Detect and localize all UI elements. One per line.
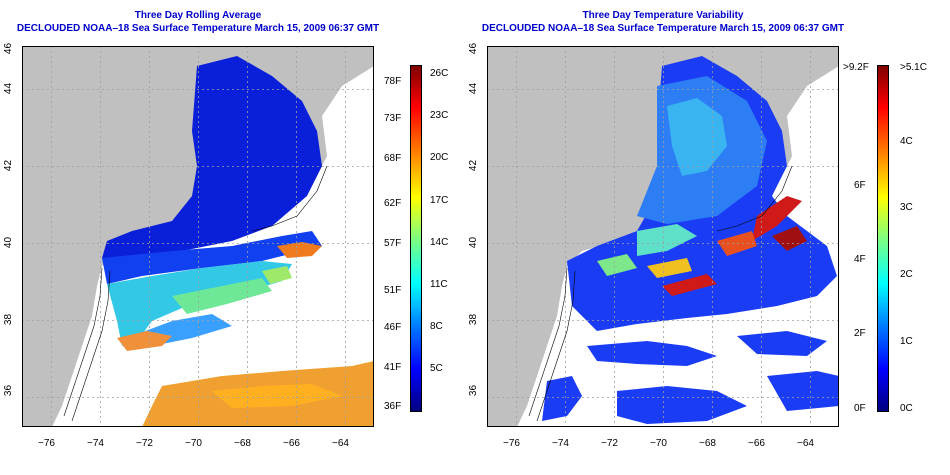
right-colorbar-c-label: 4C <box>900 136 913 147</box>
left-colorbar-c-label: 14C <box>430 237 449 248</box>
left-sst-map <box>22 46 374 427</box>
left-colorbar-f-label: 62F <box>384 198 402 209</box>
left-map-title: Three Day Rolling Average <box>134 10 262 21</box>
right-colorbar-f-label: 2F <box>854 328 866 339</box>
left-colorbar-f-label: 51F <box>384 285 402 296</box>
left-cold-water <box>102 56 322 261</box>
right-x-tick: −76 <box>503 438 520 449</box>
left-colorbar-f-label: 41F <box>384 362 402 373</box>
left-colorbar-c-label: 20C <box>430 152 449 163</box>
right-colorbar-f-label: 6F <box>854 180 866 191</box>
right-y-tick: 36 <box>468 384 480 397</box>
left-colorbar <box>410 65 422 412</box>
right-lat-lon-grid <box>487 46 839 427</box>
right-x-tick: −72 <box>601 438 618 449</box>
left-y-tick: 36 <box>3 384 15 397</box>
left-colorbar-f-label: 78F <box>384 76 402 87</box>
left-x-tick: −70 <box>185 438 202 449</box>
left-colorbar-c-label: 17C <box>430 195 449 206</box>
left-colorbar-f-label: 73F <box>384 113 402 124</box>
right-y-tick: 38 <box>468 313 480 326</box>
left-lat-lon-grid <box>22 46 374 427</box>
left-x-tick: −66 <box>283 438 300 449</box>
left-map-subtitle: DECLOUDED NOAA–18 Sea Surface Temperatur… <box>16 23 380 34</box>
left-colorbar-c-label: 26C <box>430 68 449 79</box>
right-bathymetry-contours <box>528 165 793 422</box>
right-variability-map <box>487 46 839 427</box>
left-x-tick: −74 <box>87 438 104 449</box>
right-y-tick: 44 <box>468 82 480 95</box>
right-colorbar-c-label: 3C <box>900 202 913 213</box>
right-y-tick: 40 <box>468 236 480 249</box>
left-x-tick: −68 <box>234 438 251 449</box>
right-y-tick: 42 <box>468 159 480 172</box>
right-colorbar <box>877 65 889 412</box>
left-colorbar-f-label: 36F <box>384 401 402 412</box>
left-y-tick: 46 <box>3 42 15 55</box>
left-y-tick: 40 <box>3 236 15 249</box>
left-colorbar-c-label: 8C <box>430 321 443 332</box>
right-colorbar-f-label: 0F <box>854 403 866 414</box>
right-colorbar-f-label: >9.2F <box>843 62 869 73</box>
right-map-subtitle: DECLOUDED NOAA–18 Sea Surface Temperatur… <box>481 23 845 34</box>
left-y-tick: 38 <box>3 313 15 326</box>
left-colorbar-c-label: 5C <box>430 363 443 374</box>
right-colorbar-c-label: 1C <box>900 336 913 347</box>
left-x-tick: −72 <box>136 438 153 449</box>
left-colorbar-f-label: 68F <box>384 153 402 164</box>
right-colorbar-c-label: >5.1C <box>900 62 927 73</box>
left-colorbar-f-label: 57F <box>384 238 402 249</box>
left-bathymetry-contours <box>63 165 328 422</box>
right-map-title: Three Day Temperature Variability <box>582 10 744 21</box>
right-colorbar-c-label: 2C <box>900 269 913 280</box>
left-colorbar-c-label: 23C <box>430 110 449 121</box>
left-x-tick: −76 <box>38 438 55 449</box>
right-x-tick: −64 <box>797 438 814 449</box>
left-y-tick: 42 <box>3 159 15 172</box>
right-y-tick: 46 <box>468 42 480 55</box>
right-x-tick: −74 <box>552 438 569 449</box>
right-colorbar-c-label: 0C <box>900 403 913 414</box>
left-colorbar-f-label: 46F <box>384 322 402 333</box>
right-colorbar-f-label: 4F <box>854 254 866 265</box>
left-x-tick: −64 <box>332 438 349 449</box>
left-y-tick: 44 <box>3 82 15 95</box>
left-colorbar-c-label: 11C <box>430 279 448 290</box>
right-high-variability-streaks <box>647 196 807 296</box>
left-gulf-stream <box>117 331 172 351</box>
right-x-tick: −68 <box>699 438 716 449</box>
right-x-tick: −66 <box>748 438 765 449</box>
right-x-tick: −70 <box>650 438 667 449</box>
